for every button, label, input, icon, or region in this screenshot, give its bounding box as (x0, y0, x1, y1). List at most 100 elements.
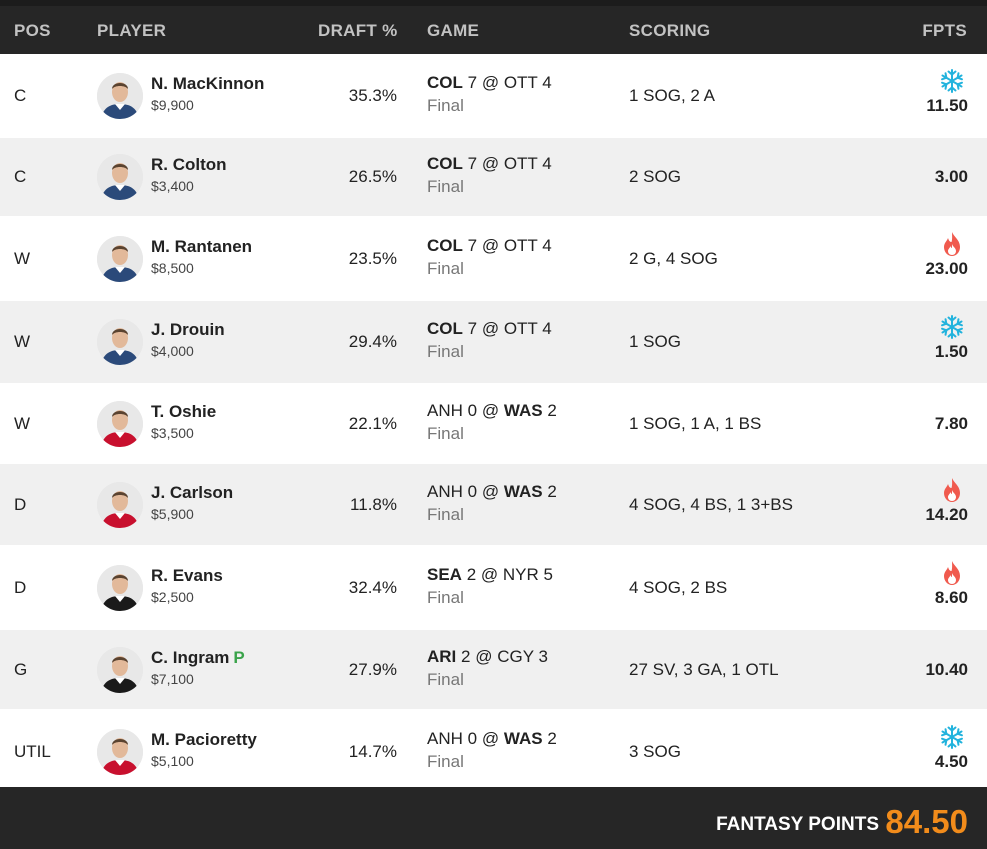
position-label: W (14, 332, 31, 351)
position-label: D (14, 577, 27, 597)
game-matchup[interactable]: ANH 0 @ WAS 2 (427, 482, 557, 502)
player-salary: $7,100 (151, 670, 194, 687)
header-draft-percent[interactable]: DRAFT % (318, 21, 398, 40)
player-avatar[interactable] (97, 235, 143, 282)
draft-percent: 14.7% (348, 742, 397, 761)
table-row[interactable]: W T. Oshie $3,500 22.1% ANH 0 @ WAS 2 Final 1 … (0, 384, 987, 464)
player-name-text[interactable]: R. Colton (151, 155, 227, 174)
game-matchup[interactable]: COL 7 @ OTT 4 (427, 73, 552, 93)
player-table-body: C N. MacKinnon $9,900 35.3% COL 7 @ OTT 4 Fin… (0, 54, 987, 795)
snowflake-icon (939, 724, 965, 750)
player-name[interactable]: J. Carlson (151, 483, 233, 503)
away-team: ANH (427, 481, 463, 501)
draft-percent: 27.9% (348, 659, 397, 679)
flame-icon (939, 477, 965, 503)
game-matchup[interactable]: ANH 0 @ WAS 2 (427, 729, 557, 749)
player-name-text[interactable]: M. Pacioretty (151, 730, 257, 749)
player-avatar[interactable] (97, 72, 143, 119)
at-symbol: @ (481, 481, 500, 501)
home-score: 4 (542, 319, 552, 338)
away-score: 0 (467, 400, 478, 420)
player-name-text[interactable]: C. Ingram (151, 647, 230, 667)
player-avatar[interactable] (97, 729, 143, 775)
table-row[interactable]: D J. Carlson $5,900 11.8% ANH 0 @ WAS 2 Final… (0, 464, 987, 546)
scoring-summary: 27 SV, 3 GA, 1 OTL (629, 659, 779, 679)
player-avatar[interactable] (97, 319, 143, 365)
player-name[interactable]: M. Pacioretty (151, 730, 257, 750)
away-score: 0 (467, 481, 478, 501)
scoring-summary: 1 SOG, 2 A (629, 85, 715, 105)
draft-percent: 29.4% (348, 332, 397, 351)
game-matchup[interactable]: COL 7 @ OTT 4 (427, 319, 552, 339)
table-row[interactable]: G C. Ingram P $7,100 27.9% ARI 2 @ CGY 3 Final… (0, 630, 987, 710)
player-name[interactable]: M. Rantanen (151, 237, 252, 257)
home-team: CGY (497, 646, 534, 666)
player-name-text[interactable]: R. Evans (151, 565, 223, 585)
at-symbol: @ (481, 319, 500, 338)
game-matchup[interactable]: ARI 2 @ CGY 3 (427, 647, 548, 667)
fantasy-points-value: 11.50 (926, 95, 968, 115)
table-row[interactable]: D R. Evans $2,500 32.4% SEA 2 @ NYR 5 Final 4 … (0, 546, 987, 630)
game-status: Final (427, 95, 464, 115)
away-score: 7 (467, 154, 478, 173)
position-label: C (14, 167, 27, 186)
header-fpts[interactable]: FPTS (922, 21, 967, 40)
player-avatar[interactable] (97, 400, 143, 447)
home-team: OTT (503, 72, 538, 92)
fantasy-points-label: FANTASY POINTS (716, 814, 879, 835)
game-status: Final (427, 177, 464, 196)
player-salary: $2,500 (151, 588, 194, 605)
player-name-text[interactable]: N. MacKinnon (151, 73, 265, 93)
player-name[interactable]: R. Evans (151, 566, 223, 586)
away-score: 2 (461, 646, 471, 666)
player-name[interactable]: C. Ingram P (151, 648, 245, 668)
player-name[interactable]: R. Colton (151, 155, 227, 175)
player-name-text[interactable]: T. Oshie (151, 401, 217, 421)
player-salary: $9,900 (151, 96, 194, 113)
table-header: POS PLAYER DRAFT % GAME SCORING FPTS (0, 6, 987, 54)
game-matchup[interactable]: ANH 0 @ WAS 2 (427, 401, 557, 421)
player-name[interactable]: T. Oshie (151, 402, 216, 422)
probable-badge: P (233, 647, 245, 667)
draft-percent: 35.3% (348, 85, 397, 105)
header-player[interactable]: PLAYER (97, 21, 167, 40)
header-pos[interactable]: POS (14, 21, 51, 40)
home-team: OTT (503, 235, 538, 255)
player-name-text[interactable]: M. Rantanen (151, 236, 253, 256)
player-name-text[interactable]: J. Drouin (151, 320, 225, 339)
table-row[interactable]: W J. Drouin $4,000 29.4% COL 7 @ OTT 4 Final 1… (0, 301, 987, 384)
draft-percent: 23.5% (348, 248, 397, 268)
away-score: 7 (467, 319, 478, 338)
player-avatar[interactable] (97, 481, 143, 528)
fantasy-points-value: 14.20 (925, 504, 968, 524)
table-row[interactable]: W M. Rantanen $8,500 23.5% COL 7 @ OTT 4 Fina… (0, 217, 987, 301)
game-matchup[interactable]: COL 7 @ OTT 4 (427, 236, 552, 256)
home-team: WAS (503, 729, 543, 748)
game-matchup[interactable]: SEA 2 @ NYR 5 (427, 565, 553, 585)
table-row[interactable]: C R. Colton $3,400 26.5% COL 7 @ OTT 4 Final 2… (0, 138, 987, 217)
home-score: 3 (538, 646, 548, 666)
game-matchup[interactable]: COL 7 @ OTT 4 (427, 154, 552, 174)
player-name-text[interactable]: J. Carlson (151, 482, 234, 502)
at-symbol: @ (480, 564, 499, 584)
player-avatar[interactable] (97, 646, 143, 693)
home-score: 5 (543, 564, 554, 584)
player-avatar[interactable] (97, 564, 143, 611)
snowflake-icon (939, 68, 965, 94)
player-salary: $3,500 (151, 424, 194, 441)
header-scoring[interactable]: SCORING (629, 21, 711, 40)
header-game[interactable]: GAME (427, 21, 480, 40)
player-avatar[interactable] (97, 154, 143, 200)
player-name[interactable]: J. Drouin (151, 320, 225, 340)
player-name[interactable]: N. MacKinnon (151, 74, 264, 94)
table-row[interactable]: C N. MacKinnon $9,900 35.3% COL 7 @ OTT 4 Fin… (0, 54, 987, 138)
away-team: SEA (427, 564, 462, 584)
home-score: 4 (542, 154, 552, 173)
scoring-summary: 1 SOG (629, 332, 681, 351)
away-team: COL (427, 235, 463, 255)
table-row[interactable]: UTIL M. Pacioretty $5,100 14.7% ANH 0 @ WAS … (0, 710, 987, 795)
fantasy-points-value: 10.40 (925, 659, 968, 679)
home-score: 2 (547, 400, 557, 420)
game-status: Final (427, 342, 464, 361)
